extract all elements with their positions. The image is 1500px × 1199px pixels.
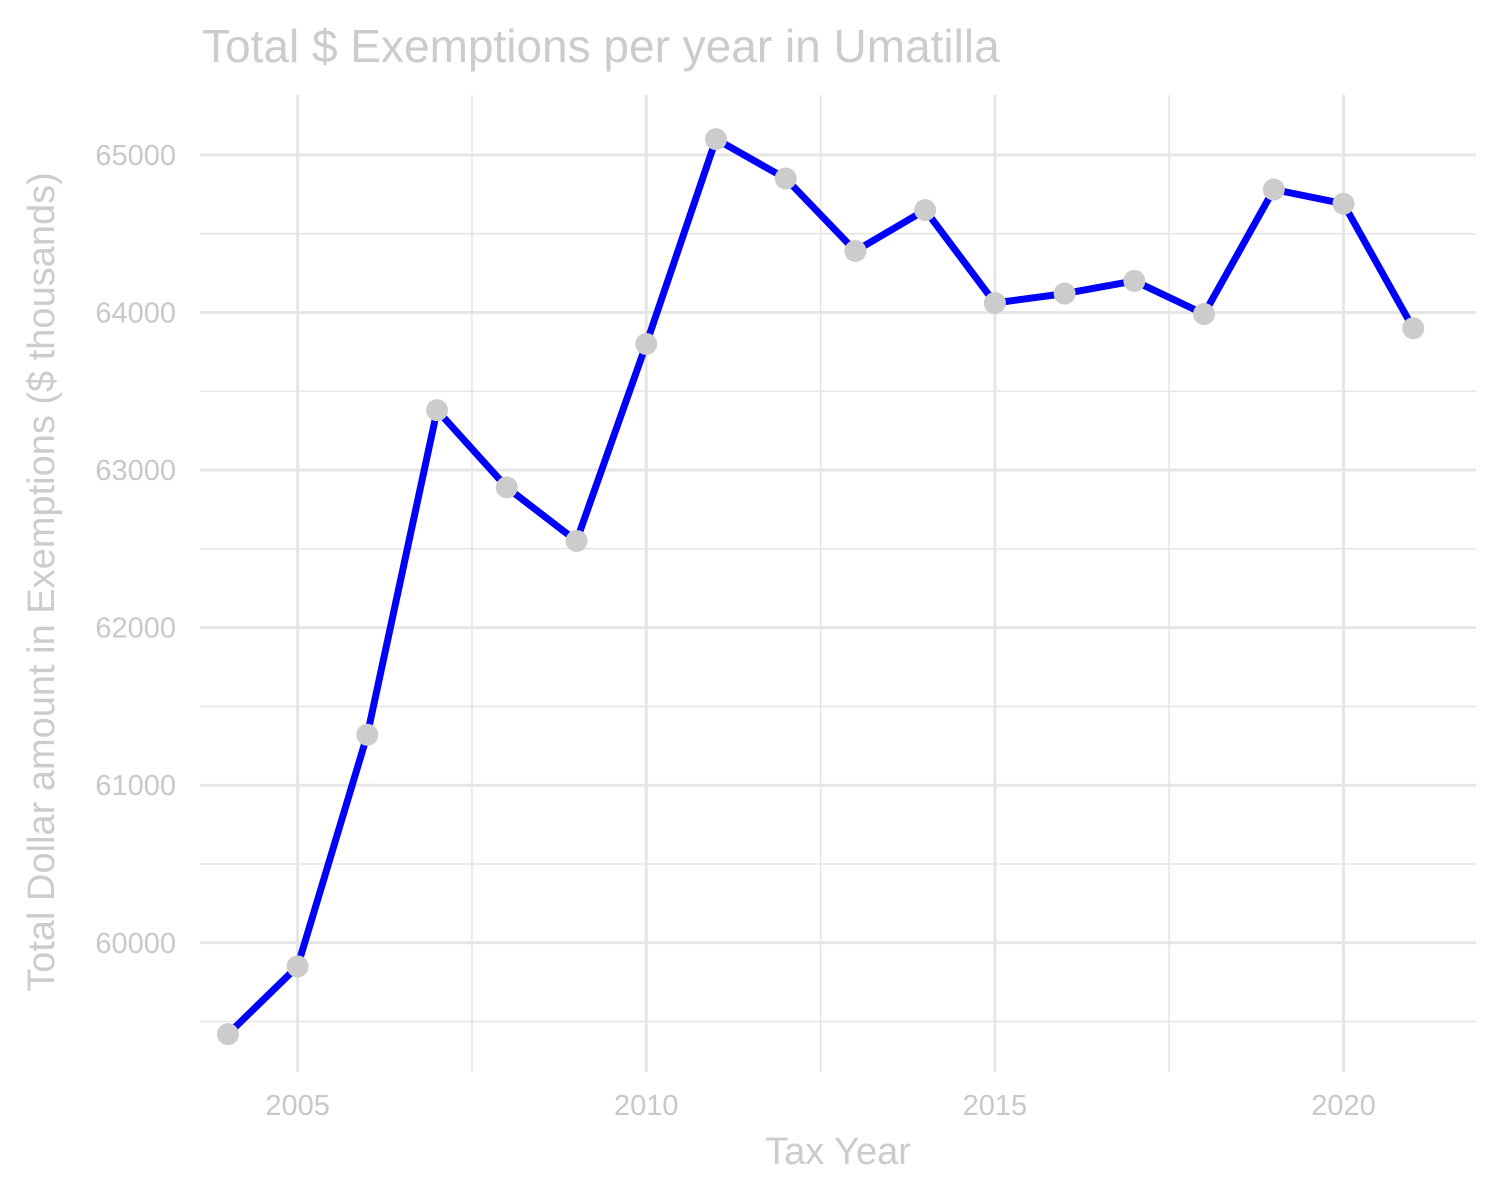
- x-tick-label: 2020: [1311, 1090, 1376, 1122]
- x-tick-label: 2010: [614, 1090, 679, 1122]
- data-point: [635, 332, 658, 355]
- major-gridlines-y: [200, 153, 1476, 945]
- data-point: [844, 240, 867, 263]
- data-point: [1123, 269, 1146, 292]
- data-point: [495, 476, 518, 499]
- y-tick-label: 64000: [95, 297, 176, 329]
- data-point: [565, 529, 588, 552]
- y-tick-label: 65000: [95, 140, 176, 172]
- minor-gridlines-x: [471, 95, 1171, 1072]
- data-point: [216, 1023, 239, 1046]
- x-tick-label: 2015: [963, 1090, 1028, 1122]
- data-point: [983, 292, 1006, 315]
- major-gridlines-x: [296, 95, 1346, 1072]
- y-tick-label: 60000: [95, 928, 176, 960]
- points-group: [216, 128, 1425, 1046]
- data-point: [1053, 282, 1076, 305]
- x-tick-labels: 2005 2010 2015 2020: [265, 1090, 1375, 1122]
- x-axis-title: Tax Year: [765, 1131, 911, 1173]
- data-point: [356, 723, 379, 746]
- y-tick-labels: 60000 61000 62000 63000 64000 65000: [95, 140, 176, 960]
- data-point: [1332, 192, 1355, 215]
- y-tick-label: 62000: [95, 613, 176, 645]
- data-point: [426, 399, 449, 422]
- chart-title: Total $ Exemptions per year in Umatilla: [202, 20, 1000, 72]
- series-group: [224, 135, 1417, 1038]
- x-tick-label: 2005: [265, 1090, 330, 1122]
- y-axis-title: Total Dollar amount in Exemptions ($ tho…: [21, 172, 63, 992]
- data-point: [1402, 317, 1425, 340]
- series-line: [224, 135, 1417, 1038]
- data-point: [704, 128, 727, 151]
- y-tick-label: 61000: [95, 770, 176, 802]
- data-point: [914, 199, 937, 222]
- data-point: [774, 167, 797, 190]
- y-tick-label: 63000: [95, 455, 176, 487]
- data-point: [1262, 178, 1285, 201]
- data-point: [286, 955, 309, 978]
- data-point: [1193, 303, 1216, 326]
